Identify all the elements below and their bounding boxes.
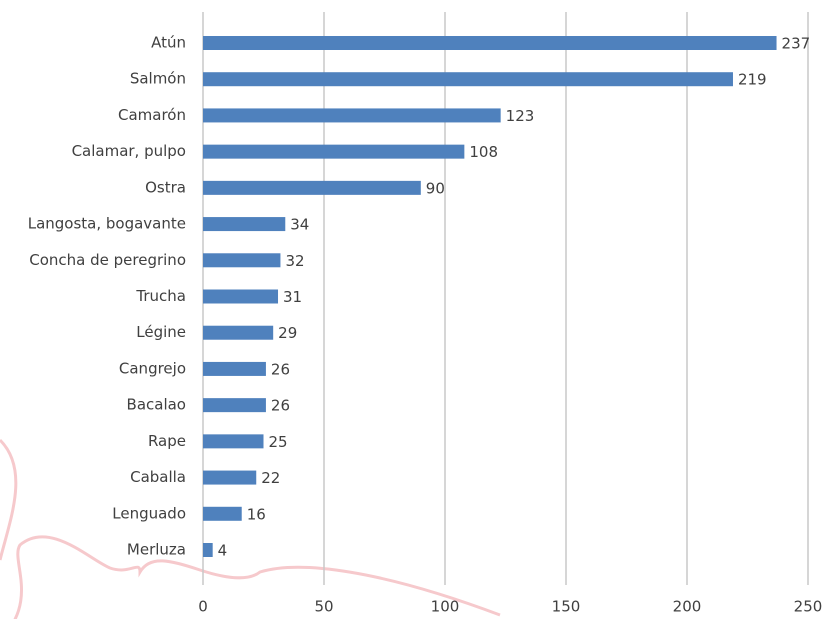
- bar: [203, 72, 733, 87]
- bar: [203, 36, 777, 50]
- y-tick-label: Caballa: [130, 468, 186, 486]
- bar: [203, 506, 242, 521]
- x-tick-label: 50: [314, 598, 333, 616]
- y-tick-label: Ostra: [145, 178, 186, 196]
- bar: [203, 361, 266, 376]
- bar: [203, 434, 264, 449]
- bar: [203, 253, 281, 268]
- value-label: 26: [271, 360, 290, 378]
- bar: [203, 180, 421, 195]
- value-label: 219: [738, 71, 767, 89]
- value-label: 25: [269, 433, 288, 451]
- y-tick-label: Camarón: [118, 106, 186, 124]
- y-tick-label: Merluza: [127, 541, 186, 559]
- value-label: 22: [261, 469, 280, 487]
- x-tick-label: 150: [552, 598, 581, 616]
- value-label: 32: [285, 252, 304, 270]
- y-tick-label: Cangrejo: [119, 359, 186, 377]
- value-label: 90: [426, 179, 445, 197]
- y-tick-label: Salmón: [130, 70, 186, 88]
- x-tick-label: 200: [673, 598, 702, 616]
- bar: [203, 144, 465, 159]
- x-tick-label: 250: [794, 598, 823, 616]
- value-label: 4: [218, 542, 228, 560]
- value-label: 237: [782, 35, 811, 53]
- value-label: 29: [278, 324, 297, 342]
- x-tick-label: 0: [198, 598, 208, 616]
- value-label: 34: [290, 216, 309, 234]
- bar: [203, 289, 279, 304]
- bar: [203, 325, 274, 340]
- y-tick-label: Bacalao: [127, 396, 186, 414]
- value-label: 108: [469, 143, 498, 161]
- y-tick-label: Légine: [136, 323, 186, 341]
- y-tick-label: Atún: [151, 34, 186, 52]
- value-label: 123: [506, 107, 535, 125]
- x-tick-label: 100: [431, 598, 460, 616]
- bar: [203, 470, 257, 485]
- bar: [203, 398, 266, 413]
- bar: [203, 108, 501, 123]
- value-label: 31: [283, 288, 302, 306]
- y-tick-label: Rape: [148, 432, 186, 450]
- y-tick-label: Trucha: [135, 287, 186, 305]
- y-tick-label: Concha de peregrino: [29, 251, 186, 269]
- y-tick-label: Lenguado: [112, 504, 186, 522]
- decoration: [0, 438, 18, 561]
- value-label: 26: [271, 397, 290, 415]
- value-label: 16: [247, 505, 266, 523]
- decoration: [13, 535, 501, 619]
- bar: [203, 543, 213, 557]
- y-tick-label: Calamar, pulpo: [72, 142, 186, 160]
- y-tick-label: Langosta, bogavante: [28, 215, 186, 233]
- bar: [203, 217, 286, 232]
